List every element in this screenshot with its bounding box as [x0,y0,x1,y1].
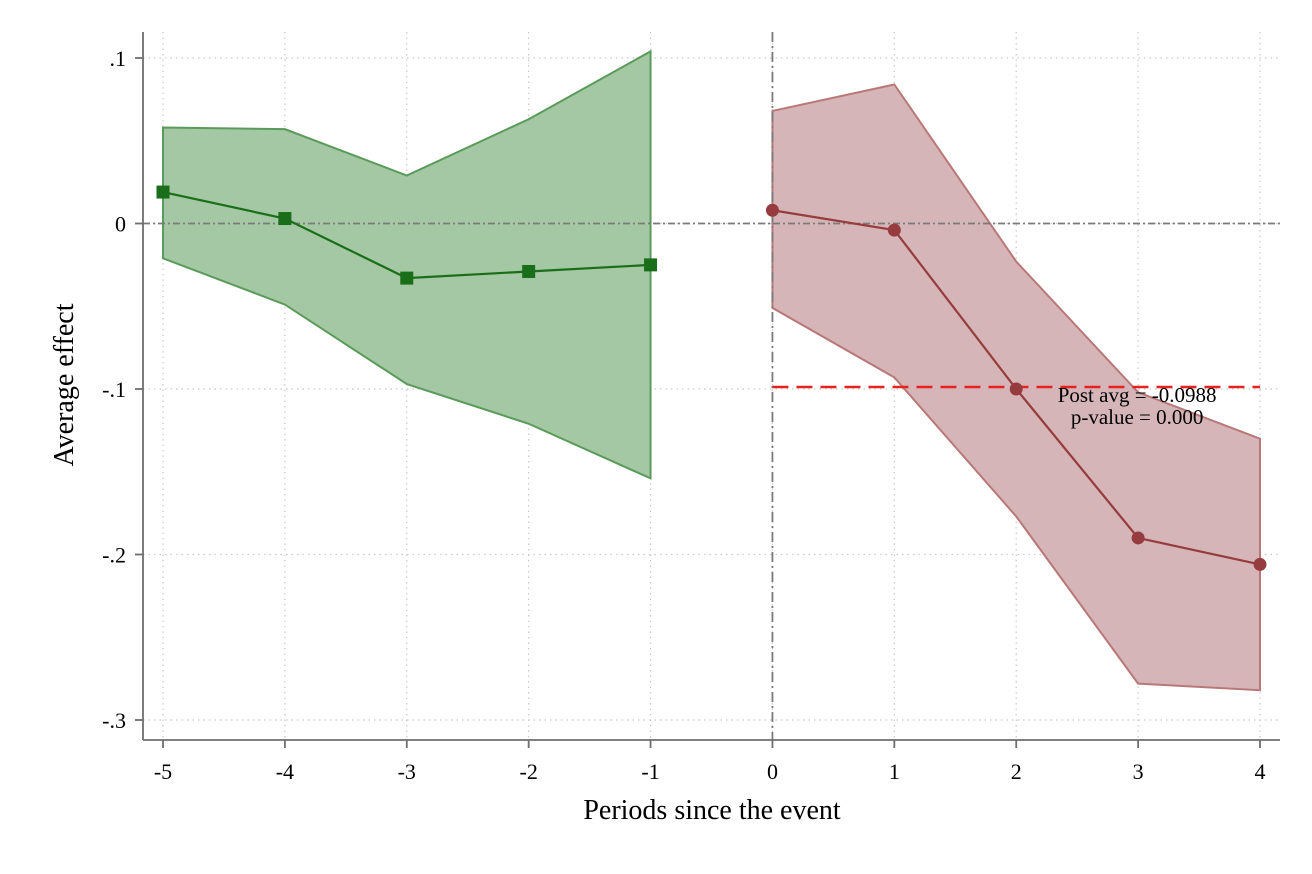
y-tick-label: -.2 [102,543,126,568]
x-axis-title: Periods since the event [583,795,841,826]
x-tick-label: 4 [1255,759,1266,784]
pre-point-marker [522,264,536,278]
x-tick-label: -3 [398,759,416,784]
pre-point-marker [400,271,414,285]
x-tick-label: -2 [520,759,538,784]
post-point-marker [1253,557,1267,571]
pre-confidence-band [162,49,652,480]
post-point-marker [887,223,901,237]
series-lines [156,185,1267,571]
x-tick-label: 3 [1133,759,1144,784]
confidence-bands [162,49,1261,692]
pre-point-marker [278,212,292,226]
axes [135,32,1280,748]
x-tick-label: -4 [276,759,294,784]
x-tick-label: -1 [641,759,659,784]
y-tick-label: -.1 [102,377,126,402]
pre-point-marker [644,258,658,272]
y-tick-label: -.3 [102,708,126,733]
post-point-marker [1131,531,1145,545]
x-tick-label: 1 [889,759,900,784]
x-tick-label: 0 [767,759,778,784]
x-tick-label: 2 [1011,759,1022,784]
x-tick-label: -5 [154,759,172,784]
annotation-line: p-value = 0.000 [1071,405,1204,429]
tick-labels: -5 -4 -3 -2 -1 0 1 2 3 4 .1 0 -.1 -.2 -.3 [102,46,1265,784]
post-point-marker [1009,382,1023,396]
y-tick-label: .1 [110,46,127,71]
y-axis-title: Average effect [49,303,80,466]
annotation-line: Post avg = -0.0988 [1058,383,1217,407]
y-tick-label: 0 [115,212,126,237]
post-point-marker [765,203,779,217]
pre-point-marker [156,185,170,199]
